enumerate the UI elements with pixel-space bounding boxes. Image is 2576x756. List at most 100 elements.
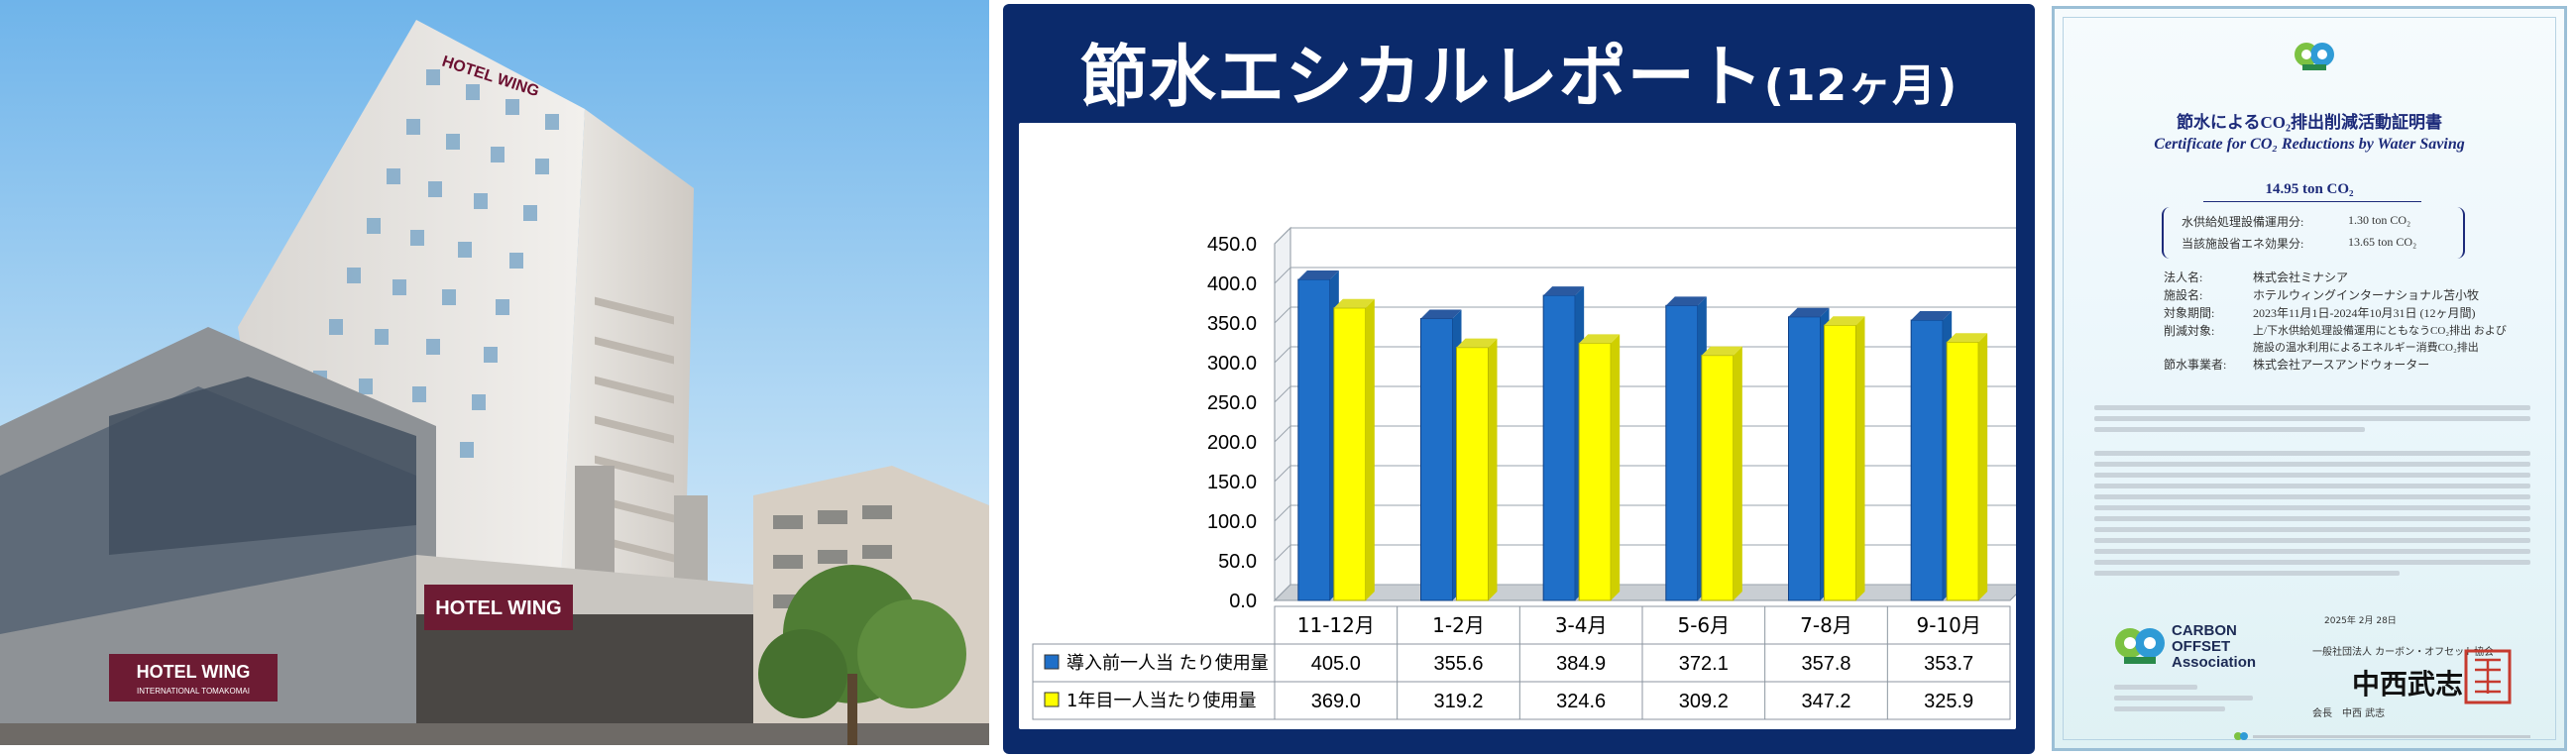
data-value-label: 325.9 — [1924, 691, 1973, 712]
field-value-target: 上/下水供給処理設備運用にともなうCO₂排出 および — [2253, 325, 2507, 337]
bar-year1 — [1578, 342, 1612, 601]
y-tick-label: 450.0 — [1207, 234, 1257, 256]
footer-fine-print — [2253, 735, 2530, 738]
carbon-offset-logo-icon — [2115, 628, 2165, 664]
data-value-label: 405.0 — [1311, 653, 1361, 675]
certificate-total: 14.95 ton CO₂ — [2265, 181, 2354, 197]
y-gridline — [1274, 306, 2016, 324]
certificate-title-jp: 節水によるCO₂排出削減活動証明書 — [2176, 113, 2443, 132]
field-value-facility: ホテルウィングインターナショナル苫小牧 — [2253, 288, 2480, 302]
breakdown-box — [2162, 207, 2465, 259]
bar-before — [1420, 318, 1453, 601]
bar-year1 — [1456, 347, 1489, 601]
bar-top — [1456, 338, 1498, 348]
field-label-target: 削減対象: — [2164, 324, 2215, 338]
certificate-issuer: 一般社団法人 カーボン・オフセット協会 — [2312, 647, 2495, 658]
field-label-period: 対象期間: — [2164, 306, 2215, 320]
bar-top — [1665, 296, 1707, 306]
bar-top — [1701, 346, 1742, 356]
bar-year1 — [1824, 324, 1856, 601]
bar-top — [1297, 270, 1339, 279]
chart-side-wall — [1274, 226, 1291, 602]
y-gridline — [1274, 227, 2016, 245]
data-value-label: 353.7 — [1924, 653, 1973, 675]
certificate-top-logo-icon — [2295, 43, 2334, 70]
data-value-label: 319.2 — [1433, 691, 1483, 712]
breakdown-label-1: 水供給処理設備運用分: — [2182, 215, 2304, 229]
data-value-label: 369.0 — [1311, 691, 1361, 712]
y-gridline — [1274, 504, 2016, 522]
bar-top — [1911, 311, 1953, 321]
bar-year1 — [1333, 307, 1367, 601]
y-tick-label: 150.0 — [1207, 472, 1257, 493]
report-title-main: 節水エシカルレポート — [1079, 39, 1764, 117]
legend-label: 導入前一人当 たり使用量 — [1066, 653, 1269, 674]
y-tick-label: 200.0 — [1207, 432, 1257, 454]
data-value-label: 309.2 — [1679, 691, 1729, 712]
chart-area: 450.0 400.0 350.0 300.0 250.0 200.0 150.0 100.0… — [1019, 123, 2016, 729]
chart-floor — [1273, 584, 2016, 601]
hotel-photo: HOTEL WING HOTEL WING HOTEL WING INTERNA… — [0, 0, 989, 745]
report-panel: 節水エシカルレポート(12ヶ月) 450.0 400.0 350.0 300.0 250… — [1003, 4, 2035, 754]
data-value-label: 347.2 — [1801, 691, 1850, 712]
report-title: 節水エシカルレポート(12ヶ月) — [1003, 22, 2035, 120]
breakdown-value-1: 1.30 ton CO₂ — [2348, 213, 2411, 227]
x-category-label: 3-4月 — [1555, 613, 1608, 637]
bar-before — [1297, 278, 1331, 601]
field-value-target-2: 施設の温水利用によるエネルギー消費CO₂排出 — [2253, 342, 2479, 354]
carbon-offset-logo-text: CARBON OFFSET Association — [2172, 622, 2257, 671]
bar-side — [1855, 316, 1865, 600]
bar-top — [1788, 307, 1830, 317]
bar-before — [1910, 319, 1944, 601]
hotel-sign-lower-text: HOTEL WING — [137, 662, 251, 682]
issuer-address — [2114, 679, 2253, 717]
footer-logo-icon — [2234, 732, 2248, 740]
y-gridline — [1274, 346, 2016, 364]
x-category-label: 7-8月 — [1800, 613, 1852, 637]
data-value-label: 357.8 — [1801, 653, 1850, 675]
field-value-operator: 株式会社アースアンドウォーター — [2253, 358, 2430, 372]
certificate: 節水によるCO₂排出削減活動証明書 Certificate for CO₂ Re… — [2052, 6, 2567, 751]
breakdown-label-2: 当該施設省エネ効果分: — [2182, 237, 2304, 251]
certificate-title-en: Certificate for CO₂ Reductions by Water … — [2154, 136, 2465, 153]
bar-top — [1420, 309, 1462, 319]
bar-side — [1733, 346, 1742, 600]
y-gridline — [1274, 465, 2016, 483]
y-tick-label: 400.0 — [1207, 273, 1257, 295]
bar-side — [1365, 298, 1375, 600]
certificate-body-paragraph-2 — [2094, 445, 2530, 582]
x-category-label: 11-12月 — [1297, 613, 1375, 637]
data-value-label: 324.6 — [1556, 691, 1606, 712]
data-value-label: 384.9 — [1556, 653, 1606, 675]
y-gridline — [1274, 584, 2016, 601]
certificate-border — [2063, 17, 2556, 740]
certificate-body-paragraph-1 — [2094, 399, 2530, 438]
hotel-sign-text: HOTEL WING — [435, 597, 561, 619]
bar-side — [1611, 334, 1621, 600]
bar-top — [1333, 298, 1375, 308]
report-title-suffix: (12ヶ月) — [1763, 60, 1959, 111]
y-gridline — [1274, 544, 2016, 562]
field-label-operator: 節水事業者: — [2164, 358, 2227, 372]
bar-top — [1824, 316, 1865, 326]
legend-label: 1年目一人当たり使用量 — [1066, 691, 1256, 711]
y-gridline — [1274, 267, 2016, 284]
bar-top — [1579, 334, 1621, 344]
certificate-date: 2025年 2月 28日 — [2324, 616, 2397, 626]
bar-year1 — [1946, 341, 1979, 601]
legend-swatch — [1044, 692, 1060, 707]
hotel-sign-lower-box — [109, 654, 278, 702]
hotel-sign-lower-sub: INTERNATIONAL TOMAKOMAI — [137, 687, 250, 696]
bar-before — [1665, 304, 1699, 601]
bar-chart: 450.0 400.0 350.0 300.0 250.0 200.0 150.0 100.0… — [1032, 226, 2016, 720]
y-tick-label: 250.0 — [1207, 392, 1257, 414]
certificate-seal-icon — [2464, 649, 2512, 704]
x-category-label: 9-10月 — [1916, 613, 1980, 637]
hotel-sign-box — [424, 585, 573, 630]
data-value-label: 355.6 — [1433, 653, 1483, 675]
certificate-signature: 中西武志 — [2352, 668, 2464, 701]
bar-before — [1542, 294, 1576, 601]
field-value-corp: 株式会社ミナシア — [2253, 270, 2349, 284]
y-gridline — [1274, 425, 2016, 443]
breakdown-value-2: 13.65 ton CO₂ — [2348, 235, 2417, 249]
